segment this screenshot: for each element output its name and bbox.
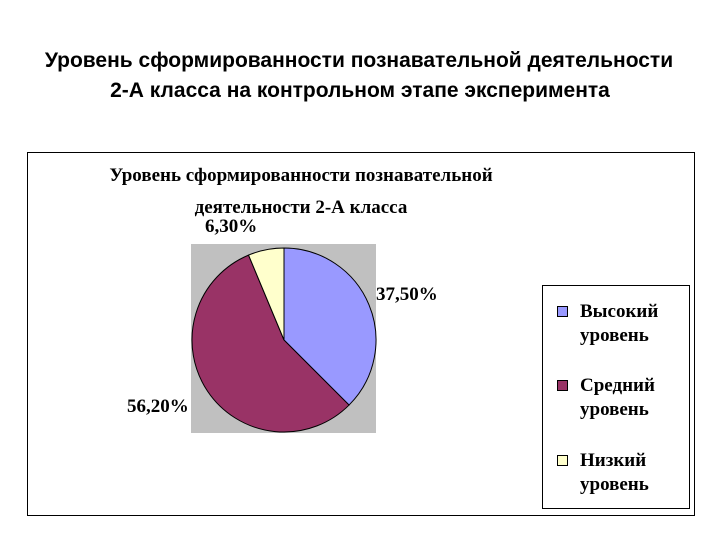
legend-label-medium-line-2: уровень [580,399,649,420]
chart-title-line-2: деятельности 2-А класса [194,197,408,218]
legend-label-low-line-2: уровень [580,474,649,495]
data-label-high: 37,50% [376,284,438,305]
data-label-low: 6,30% [205,216,258,237]
slide-title-line-2: 2-А класса на контрольном этапе эксперим… [110,79,610,102]
legend-label-high: Высокий уровень [580,300,690,348]
legend-swatch-medium [557,380,568,391]
legend-label-high-line-1: Высокий [580,301,659,322]
legend: Высокий уровень Средний уровень Низкий у… [542,285,690,509]
pie-slice-medium [191,254,350,433]
pie-slice-low [247,247,285,341]
slide-title-line-1: Уровень сформированности познавательной … [44,49,674,72]
chart-title-line-1: Уровень сформированности познавательной [109,165,493,186]
data-label-medium: 56,20% [127,396,189,417]
chart-title: Уровень сформированности познавательной … [27,160,695,224]
legend-label-high-line-2: уровень [580,325,649,346]
legend-label-medium-line-1: Средний [580,375,655,396]
legend-label-low: Низкий уровень [580,449,690,497]
pie-slice-high [283,247,377,406]
legend-swatch-high [557,306,568,317]
legend-label-medium: Средний уровень [580,374,690,422]
pie-slices [191,247,377,433]
legend-label-low-line-1: Низкий [580,450,647,471]
slide-title: Уровень сформированности познавательной … [0,46,720,106]
legend-swatch-low [557,455,568,466]
